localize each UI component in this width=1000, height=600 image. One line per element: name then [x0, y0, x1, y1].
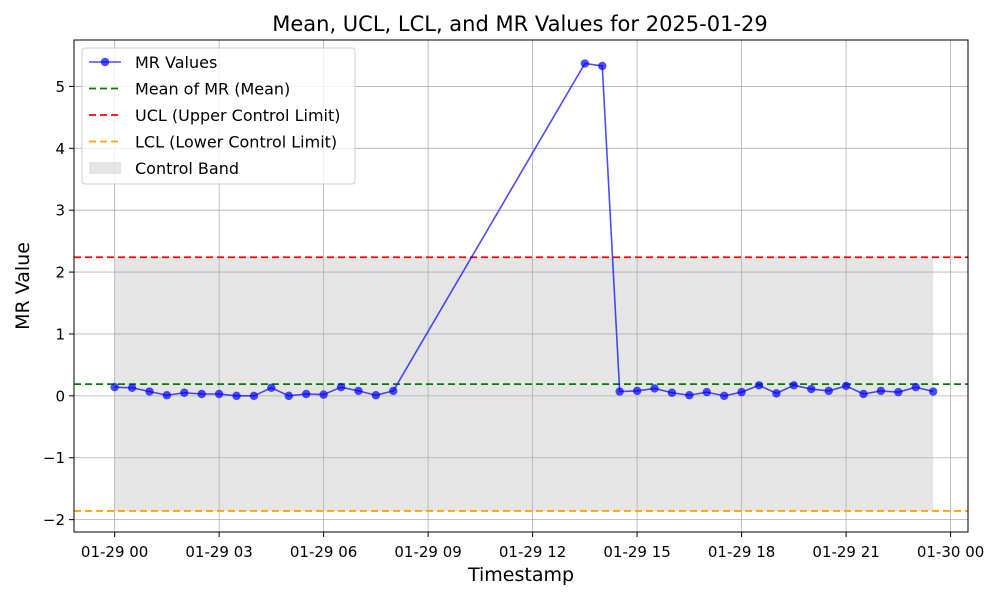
data-point — [737, 387, 746, 397]
x-axis-ticks: 01-29 00 01-29 03 01-29 06 01-29 09 01-29 12… — [81, 532, 984, 561]
data-point — [876, 386, 886, 396]
data-point — [598, 61, 607, 71]
data-point — [354, 386, 363, 396]
legend-label: MR Values — [135, 53, 217, 72]
x-tick-label: 01-29 15 — [603, 543, 670, 561]
data-point — [371, 391, 381, 400]
legend-box — [81, 47, 356, 185]
data-point — [232, 391, 241, 401]
y-tick-label: 1 — [55, 325, 65, 343]
plot-frame — [73, 39, 969, 533]
data-point — [145, 387, 154, 396]
legend-label: Control Band — [135, 159, 239, 178]
series-layer — [110, 59, 938, 401]
x-tick-label: 01-29 09 — [394, 543, 461, 561]
reference-lines-layer — [74, 256, 968, 512]
data-point — [249, 391, 259, 401]
data-point — [267, 383, 276, 393]
data-point — [110, 382, 119, 392]
data-point — [824, 386, 833, 396]
legend-label: UCL (Upper Control Limit) — [135, 106, 340, 125]
data-point — [127, 383, 137, 393]
data-point — [772, 389, 781, 398]
y-axis-ticks: −2 −1 0 1 2 3 4 5 — [43, 78, 74, 529]
data-point — [632, 386, 642, 396]
x-tick-label: 01-30 00 — [917, 543, 984, 561]
chart-title: Mean, UCL, LCL, and MR Values for 2025-0… — [272, 12, 768, 36]
data-point — [284, 391, 293, 401]
legend-swatch-band — [89, 162, 121, 174]
data-point — [650, 384, 659, 393]
data-point — [911, 382, 920, 392]
control-band — [114, 257, 934, 511]
x-tick-label: 01-29 03 — [185, 543, 252, 561]
data-point — [685, 391, 694, 400]
legend-label: Mean of MR (Mean) — [135, 80, 290, 99]
x-tick-label: 01-29 18 — [708, 543, 775, 561]
y-tick-label: 2 — [55, 264, 65, 282]
data-point — [719, 391, 729, 401]
data-point — [667, 388, 677, 397]
data-point — [928, 387, 938, 396]
data-point — [841, 381, 851, 391]
legend-marker-mr — [100, 57, 110, 67]
x-tick-label: 01-29 00 — [81, 543, 148, 561]
data-point — [180, 388, 189, 397]
data-point — [754, 381, 764, 390]
data-point — [197, 389, 206, 399]
y-tick-label: 0 — [55, 387, 65, 405]
data-point — [702, 387, 711, 397]
data-point — [319, 390, 328, 399]
y-tick-label: 4 — [55, 140, 65, 158]
data-point — [789, 381, 799, 390]
x-tick-label: 01-29 06 — [290, 543, 357, 561]
data-point — [580, 59, 590, 68]
y-axis-label: MR Value — [12, 242, 34, 330]
x-tick-label: 01-29 21 — [812, 543, 879, 561]
data-point — [214, 389, 224, 399]
data-point — [302, 389, 311, 399]
y-tick-label: 5 — [55, 78, 65, 96]
control-band-layer — [114, 257, 934, 511]
legend-label: LCL (Lower Control Limit) — [135, 133, 337, 152]
x-tick-label: 01-29 12 — [499, 543, 566, 561]
data-point — [336, 382, 346, 392]
data-point — [859, 389, 868, 399]
data-point — [615, 387, 624, 396]
y-tick-label: −2 — [43, 511, 65, 529]
data-point — [389, 386, 398, 396]
y-tick-label: 3 — [55, 202, 65, 220]
data-point — [807, 384, 816, 394]
legend: MR Values Mean of MR (Mean) UCL (Upper Con… — [81, 47, 356, 185]
y-tick-label: −1 — [43, 449, 65, 467]
data-point — [162, 391, 172, 400]
data-point — [894, 387, 903, 397]
x-axis-label: Timestamp — [467, 564, 574, 586]
